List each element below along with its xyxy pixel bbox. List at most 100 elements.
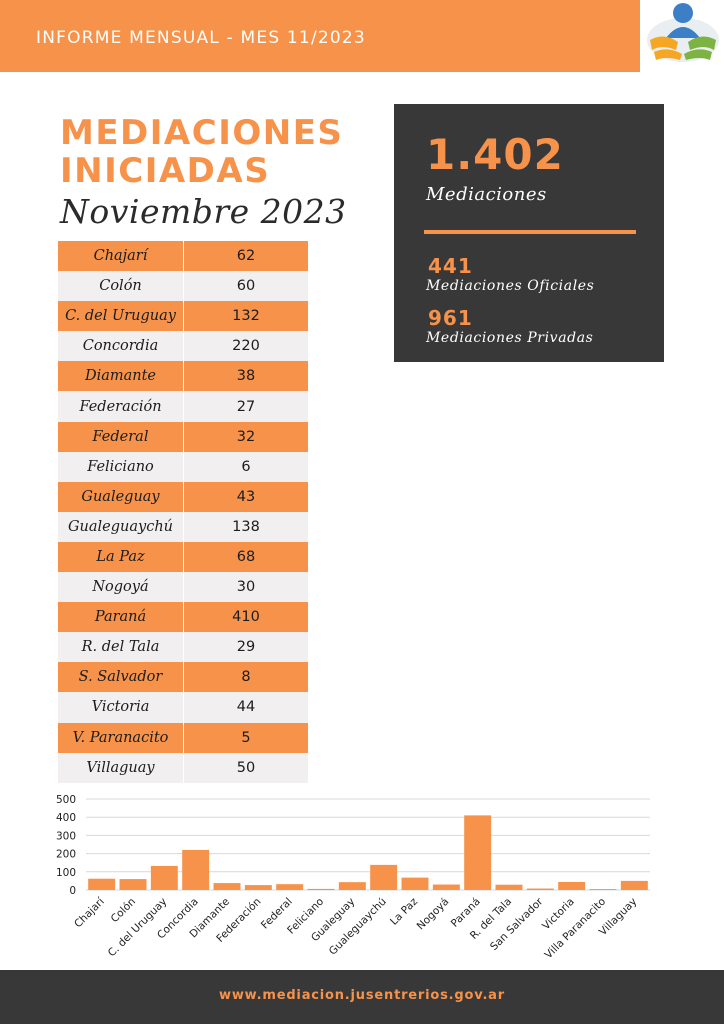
location-name: Diamante <box>58 361 184 392</box>
location-value: 60 <box>236 278 256 295</box>
bar <box>307 888 335 890</box>
table-row: Victoria 44 <box>58 692 308 723</box>
location-name: S. Salvador <box>58 662 184 693</box>
oficiales-count: 441 <box>428 254 473 278</box>
bar <box>620 880 648 890</box>
x-tick-label: Nogoyá <box>415 896 452 933</box>
location-name: C. del Uruguay <box>58 301 184 332</box>
location-value: 43 <box>236 488 256 505</box>
divider <box>424 230 636 234</box>
header-bar: INFORME MENSUAL - MES 11/2023 <box>0 0 640 72</box>
location-name: Colón <box>58 271 184 302</box>
privadas-label: Mediaciones Privadas <box>426 330 594 346</box>
x-tick-label: Chajarí <box>72 895 107 930</box>
location-name: Gualeguaychú <box>58 511 184 542</box>
bar <box>589 889 617 890</box>
location-name: V. Paranacito <box>58 722 184 753</box>
bar <box>495 884 523 890</box>
bar <box>150 865 178 890</box>
bar <box>432 884 460 890</box>
main-title-line1: MEDIACIONES <box>60 113 344 153</box>
bar <box>558 881 586 890</box>
bar <box>88 878 116 890</box>
y-tick-label: 0 <box>69 885 76 897</box>
bar <box>464 815 492 890</box>
location-name: Chajarí <box>58 241 184 272</box>
bar <box>182 849 210 890</box>
main-title-line2: INICIADAS <box>60 151 271 191</box>
bar <box>401 877 429 890</box>
location-name: R. del Tala <box>58 632 184 663</box>
location-name: Victoria <box>58 692 184 723</box>
table-row: Colón 60 <box>58 271 308 302</box>
location-value: 68 <box>236 548 256 565</box>
location-value: 30 <box>236 579 256 596</box>
location-value: 38 <box>236 368 256 385</box>
total-count: 1.402 <box>426 130 564 179</box>
table-row: Federal 32 <box>58 421 308 452</box>
location-name: La Paz <box>58 541 184 573</box>
location-table: Chajarí 62 Colón 60 C. del Uruguay 132 Concord… <box>58 241 308 783</box>
table-row: Paraná 410 <box>58 602 308 633</box>
location-value: 5 <box>241 729 251 746</box>
x-tick-label: Gualeguaychú <box>327 896 389 958</box>
location-name: Concordia <box>58 331 184 362</box>
table-row: V. Paranacito 5 <box>58 722 308 753</box>
privadas-count: 961 <box>428 306 473 330</box>
y-tick-label: 400 <box>56 812 76 824</box>
bar <box>244 885 272 890</box>
summary-box: 1.402 Mediaciones 441 Mediaciones Oficia… <box>394 104 664 362</box>
y-tick-label: 200 <box>56 849 76 861</box>
x-tick-label: Colón <box>109 896 139 926</box>
location-name: Gualeguay <box>58 481 184 512</box>
bar <box>338 882 366 890</box>
location-name: Federal <box>58 421 184 452</box>
location-name: Feliciano <box>58 451 184 482</box>
people-logo-icon <box>642 0 724 72</box>
y-tick-label: 300 <box>56 830 76 842</box>
location-name: Federación <box>58 391 184 422</box>
table-row: Concordia 220 <box>58 331 308 362</box>
table-row: R. del Tala 29 <box>58 632 308 663</box>
location-value: 32 <box>236 428 256 445</box>
location-value: 8 <box>241 669 251 686</box>
location-value: 27 <box>236 398 256 415</box>
bar <box>276 884 304 890</box>
y-tick-label: 100 <box>56 867 76 879</box>
table-row: Feliciano 6 <box>58 451 308 482</box>
table-row: Villaguay 50 <box>58 752 308 783</box>
table-row: S. Salvador 8 <box>58 662 308 693</box>
location-value: 29 <box>236 639 256 656</box>
table-row: Chajarí 62 <box>58 241 308 272</box>
location-value: 132 <box>232 308 260 325</box>
table-row: Diamante 38 <box>58 361 308 392</box>
oficiales-label: Mediaciones Oficiales <box>426 278 595 294</box>
location-value: 410 <box>232 609 260 626</box>
location-name: Villaguay <box>58 752 184 783</box>
location-value: 138 <box>232 518 260 535</box>
total-label: Mediaciones <box>426 184 547 205</box>
location-value: 62 <box>236 248 256 265</box>
location-value: 6 <box>241 458 251 475</box>
footer-link[interactable]: www.mediacion.jusentrerios.gov.ar <box>219 988 505 1003</box>
table-row: Nogoyá 30 <box>58 572 308 603</box>
table-row: Gualeguaychú 138 <box>58 511 308 542</box>
location-value: 50 <box>236 759 256 776</box>
main-title: MEDIACIONES INICIADAS <box>60 114 343 190</box>
table-row: C. del Uruguay 132 <box>58 301 308 332</box>
month-subtitle: Noviembre 2023 <box>60 192 347 231</box>
location-name: Nogoyá <box>58 572 184 603</box>
bar <box>119 879 147 890</box>
table-row: Federación 27 <box>58 391 308 422</box>
location-value: 220 <box>232 338 260 355</box>
bar <box>213 883 241 890</box>
table-row: La Paz 68 <box>58 541 308 573</box>
location-name: Paraná <box>58 602 184 633</box>
footer-bar: www.mediacion.jusentrerios.gov.ar <box>0 970 724 1024</box>
location-value: 44 <box>236 699 256 716</box>
bar <box>526 888 554 890</box>
report-title: INFORME MENSUAL - MES 11/2023 <box>36 28 366 48</box>
table-row: Gualeguay 43 <box>58 481 308 512</box>
y-tick-label: 500 <box>56 794 76 806</box>
